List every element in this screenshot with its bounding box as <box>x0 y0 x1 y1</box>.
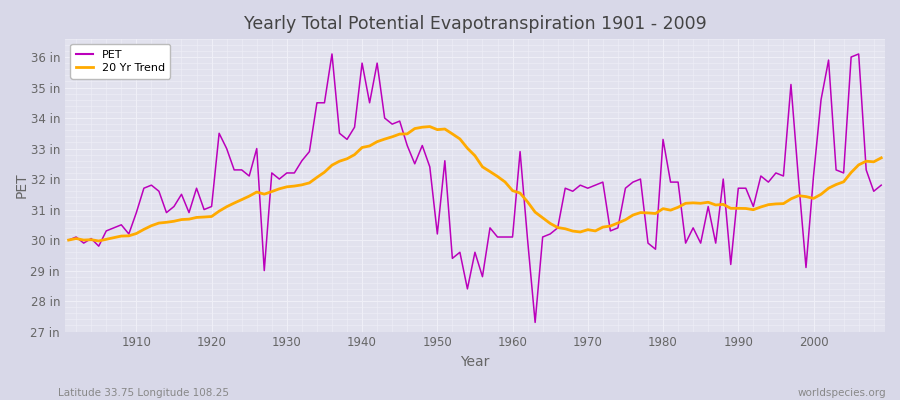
Y-axis label: PET: PET <box>15 172 29 198</box>
Legend: PET, 20 Yr Trend: PET, 20 Yr Trend <box>70 44 170 79</box>
X-axis label: Year: Year <box>460 355 490 369</box>
Text: Latitude 33.75 Longitude 108.25: Latitude 33.75 Longitude 108.25 <box>58 388 230 398</box>
Title: Yearly Total Potential Evapotranspiration 1901 - 2009: Yearly Total Potential Evapotranspiratio… <box>244 15 706 33</box>
Text: worldspecies.org: worldspecies.org <box>798 388 886 398</box>
